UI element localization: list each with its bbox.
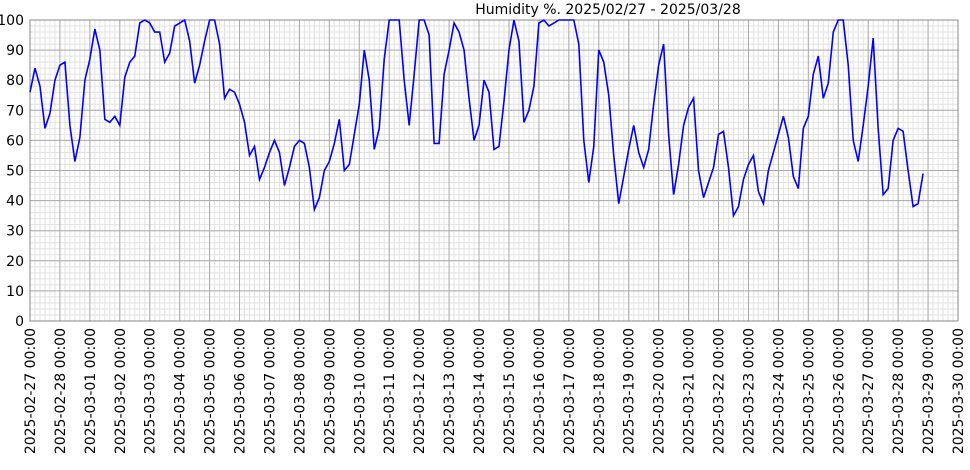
x-tick-label: 2025-03-27 00:00 [861, 328, 877, 454]
x-tick-label: 2025-03-23 00:00 [741, 328, 757, 454]
x-tick-label: 2025-03-05 00:00 [203, 328, 219, 454]
x-tick-label: 2025-03-13 00:00 [442, 328, 458, 454]
y-tick-label: 0 [15, 314, 24, 330]
x-tick-label: 2025-03-28 00:00 [891, 328, 907, 454]
x-tick-label: 2025-03-22 00:00 [712, 328, 728, 454]
y-tick-label: 90 [6, 43, 24, 59]
x-tick-label: 2025-03-07 00:00 [262, 328, 278, 454]
x-tick-label: 2025-03-21 00:00 [682, 328, 698, 454]
x-tick-label: 2025-03-19 00:00 [622, 328, 638, 454]
x-tick-label: 2025-02-27 00:00 [23, 328, 39, 454]
x-tick-label: 2025-03-12 00:00 [412, 328, 428, 454]
x-tick-label: 2025-03-04 00:00 [173, 328, 189, 454]
y-tick-label: 60 [6, 133, 24, 149]
x-tick-label: 2025-03-25 00:00 [801, 328, 817, 454]
x-tick-label: 2025-03-30 00:00 [951, 328, 967, 454]
x-tick-label: 2025-03-06 00:00 [233, 328, 249, 454]
data-line [29, 18, 924, 219]
x-tick-label: 2025-03-08 00:00 [292, 328, 308, 454]
x-tick-label: 2025-03-14 00:00 [472, 328, 488, 454]
x-tick-label: 2025-03-16 00:00 [532, 328, 548, 454]
x-tick-label: 2025-03-02 00:00 [113, 328, 129, 454]
x-tick-label: 2025-03-20 00:00 [652, 328, 668, 454]
x-tick-label: 2025-03-10 00:00 [352, 328, 368, 454]
x-tick-label: 2025-03-18 00:00 [592, 328, 608, 454]
y-tick-label: 100 [0, 13, 24, 29]
y-tick-label: 40 [6, 194, 24, 210]
y-tick-label: 80 [6, 73, 24, 89]
x-tick-label: 2025-03-01 00:00 [83, 328, 99, 454]
x-tick-label: 2025-03-29 00:00 [921, 328, 937, 454]
x-tick-label: 2025-03-24 00:00 [771, 328, 787, 454]
x-tick-label: 2025-03-09 00:00 [322, 328, 338, 454]
y-tick-label: 30 [6, 224, 24, 240]
x-tick-label: 2025-03-26 00:00 [831, 328, 847, 454]
chart-title: Humidity %. 2025/02/27 - 2025/03/28 [475, 2, 740, 18]
x-tick-label: 2025-03-15 00:00 [502, 328, 518, 454]
y-tick-label: 50 [6, 164, 24, 180]
x-tick-label: 2025-03-17 00:00 [562, 328, 578, 454]
plot-frame [29, 19, 959, 322]
x-tick-label: 2025-03-03 00:00 [143, 328, 159, 454]
y-tick-label: 20 [6, 254, 24, 270]
y-tick-label: 70 [6, 103, 24, 119]
x-tick-label: 2025-02-28 00:00 [53, 328, 69, 454]
y-tick-label: 10 [6, 284, 24, 300]
x-tick-label: 2025-03-11 00:00 [382, 328, 398, 454]
